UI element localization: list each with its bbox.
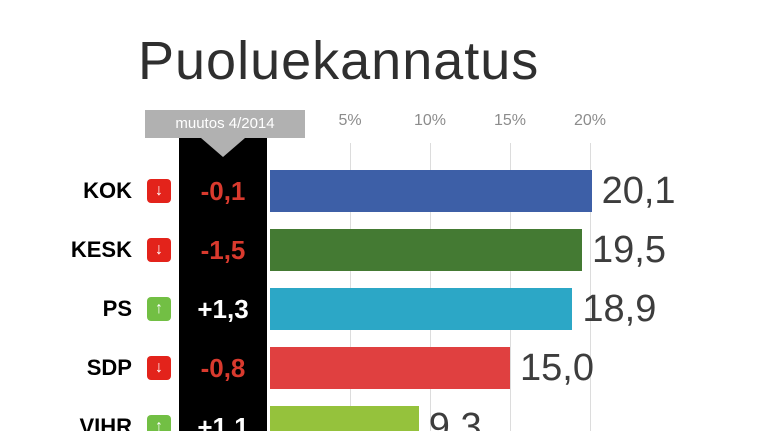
value-label: 20,1 bbox=[601, 170, 676, 212]
party-label: KOK bbox=[83, 178, 132, 203]
party-row-kesk: KESK ↓ -1,5 19,5 bbox=[0, 229, 767, 271]
change-value: +1,1 bbox=[197, 412, 249, 431]
value-label: 18,9 bbox=[582, 288, 657, 330]
gridline-10% bbox=[430, 143, 431, 431]
party-label: PS bbox=[102, 296, 132, 321]
support-bar bbox=[270, 229, 582, 271]
value-label: 19,5 bbox=[592, 229, 666, 271]
party-label: VIHR bbox=[79, 414, 132, 431]
change-column-ribbon bbox=[179, 138, 267, 431]
party-label: KESK bbox=[70, 237, 132, 262]
trend-down-arrow-icon: ↓ bbox=[147, 179, 171, 203]
trend-down-arrow-icon: ↓ bbox=[147, 356, 171, 380]
support-bar bbox=[270, 170, 592, 212]
party-label: SDP bbox=[86, 355, 132, 380]
party-row-sdp: SDP ↓ -0,8 15,0 bbox=[0, 347, 767, 389]
support-bar bbox=[270, 288, 573, 330]
value-label: 15,0 bbox=[520, 347, 594, 389]
change-value: +1,3 bbox=[197, 294, 249, 324]
x-tick-label: 15% bbox=[493, 112, 527, 129]
x-tick-label: 10% bbox=[413, 112, 447, 129]
trend-up-arrow-icon: ↑ bbox=[147, 297, 171, 321]
chart-title: Puoluekannatus bbox=[138, 31, 540, 91]
x-tick-label: 20% bbox=[573, 112, 607, 129]
trend-down-arrow-icon: ↓ bbox=[147, 238, 171, 262]
support-bar bbox=[270, 406, 419, 431]
gridline-15% bbox=[510, 143, 511, 431]
trend-up-arrow-icon: ↑ bbox=[147, 415, 171, 431]
gridline-20% bbox=[590, 143, 591, 431]
change-value: -0,1 bbox=[200, 176, 246, 206]
change-column-header: muutos 4/2014 bbox=[145, 110, 305, 138]
party-row-kok: KOK ↓ -0,1 20,1 bbox=[0, 170, 767, 212]
value-label: 9,3 bbox=[428, 406, 482, 431]
change-value: -0,8 bbox=[200, 353, 246, 383]
party-row-ps: PS ↑ +1,3 18,9 bbox=[0, 288, 767, 330]
gridline-5% bbox=[350, 143, 351, 431]
ribbon-arrow-icon bbox=[201, 138, 245, 157]
party-row-vihr: VIHR ↑ +1,1 9,3 bbox=[0, 406, 767, 431]
change-value: -1,5 bbox=[200, 235, 246, 265]
x-tick-label: 5% bbox=[338, 112, 362, 129]
support-bar bbox=[270, 347, 510, 389]
